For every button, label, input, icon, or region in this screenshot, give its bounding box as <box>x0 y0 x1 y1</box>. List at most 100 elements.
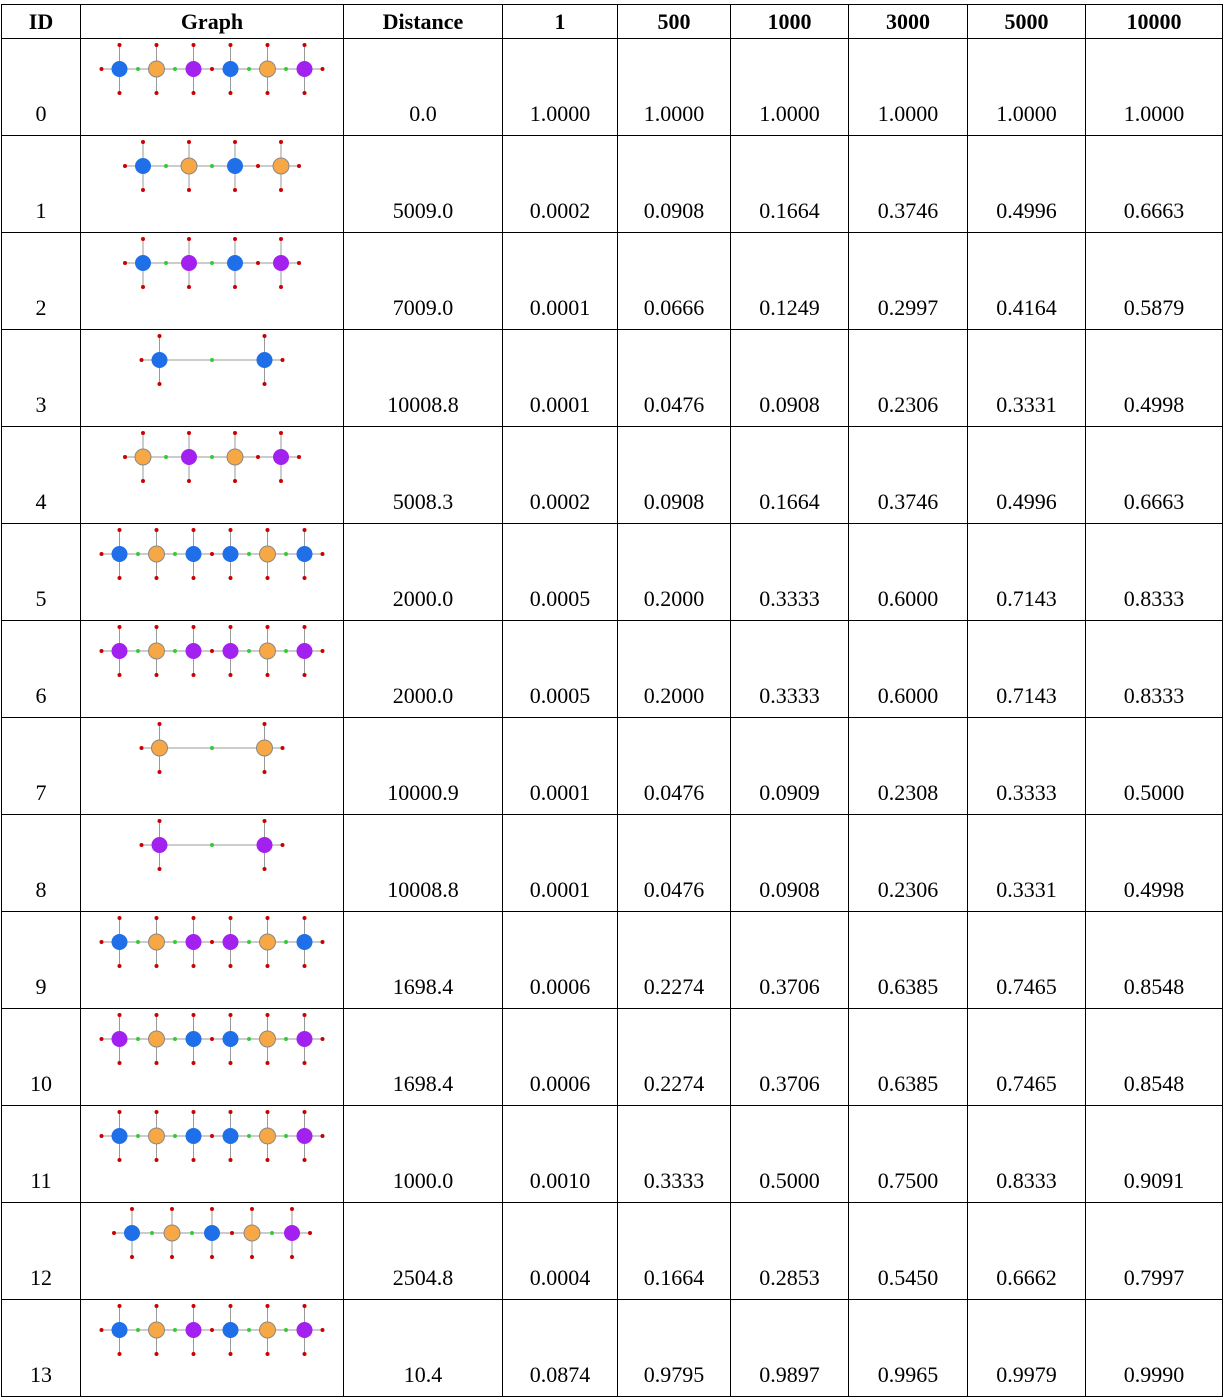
atom-dot <box>118 1013 122 1017</box>
cell: 1.0000 <box>503 39 618 136</box>
node <box>257 740 273 756</box>
atom-dot <box>263 382 267 386</box>
atom-dot <box>192 1013 196 1017</box>
atom-dot <box>192 43 196 47</box>
link-dot <box>284 552 288 556</box>
link-dot <box>247 649 251 653</box>
cell: 0.3746 <box>849 427 968 524</box>
cell: 0.0005 <box>503 524 618 621</box>
cell: 5008.3 <box>344 427 503 524</box>
cell: 10008.8 <box>344 815 503 912</box>
atom-dot <box>123 455 127 459</box>
node <box>223 934 239 950</box>
node <box>260 61 276 77</box>
cell: 0.7143 <box>968 621 1086 718</box>
atom-dot <box>118 1304 122 1308</box>
atom-dot <box>118 964 122 968</box>
header-cell: Distance <box>344 5 503 39</box>
header-cell: 5000 <box>968 5 1086 39</box>
atom-dot <box>155 528 159 532</box>
node <box>186 1128 202 1144</box>
atom-dot <box>229 576 233 580</box>
node <box>124 1225 140 1241</box>
node <box>181 255 197 271</box>
atom-dot <box>155 964 159 968</box>
cell: 0.3331 <box>968 330 1086 427</box>
cell: 0.7997 <box>1086 1203 1223 1300</box>
node <box>297 61 313 77</box>
link-dot <box>173 940 177 944</box>
atom-dot <box>187 479 191 483</box>
page: {"table": {"header": ["ID", "Graph", "Di… <box>0 0 1225 1287</box>
node <box>186 546 202 562</box>
cell: 1.0000 <box>849 39 968 136</box>
atom-dot <box>233 188 237 192</box>
cell: 0.8548 <box>1086 1009 1223 1106</box>
link-dot <box>136 1328 140 1332</box>
atom-dot <box>279 140 283 144</box>
cell: 12 <box>2 1203 81 1300</box>
cell: 0.2306 <box>849 330 968 427</box>
cell: 0.5000 <box>1086 718 1223 815</box>
node <box>164 1225 180 1241</box>
atom-dot <box>140 358 144 362</box>
node <box>135 158 151 174</box>
cell: 0.6385 <box>849 912 968 1009</box>
atom-dot <box>112 1231 116 1235</box>
atom-dot <box>155 1158 159 1162</box>
atom-dot <box>192 625 196 629</box>
atom-dot <box>187 285 191 289</box>
atom-dot <box>192 1061 196 1065</box>
header-cell: ID <box>2 5 81 39</box>
link-dot <box>136 67 140 71</box>
atom-dot <box>141 188 145 192</box>
cell: 0.3333 <box>618 1106 731 1203</box>
atom-dot <box>229 1158 233 1162</box>
cell: 0.9965 <box>849 1300 968 1397</box>
header-cell: 500 <box>618 5 731 39</box>
node <box>112 1322 128 1338</box>
link-dot <box>150 1231 154 1235</box>
cell: 13 <box>2 1300 81 1397</box>
graph <box>81 233 344 293</box>
atom-dot <box>303 1158 307 1162</box>
node <box>186 934 202 950</box>
cell: 0.5450 <box>849 1203 968 1300</box>
node <box>297 1031 313 1047</box>
atom-dot <box>229 528 233 532</box>
atom-dot <box>187 431 191 435</box>
atom-dot <box>250 1255 254 1259</box>
atom-dot <box>297 164 301 168</box>
cell: 0.6000 <box>849 621 968 718</box>
cell: 0.0908 <box>731 815 849 912</box>
atom-dot <box>266 1352 270 1356</box>
atom-dot <box>155 91 159 95</box>
node <box>273 449 289 465</box>
cell: 0.8333 <box>1086 621 1223 718</box>
cell: 0.1664 <box>618 1203 731 1300</box>
graph <box>81 330 344 390</box>
cell: 0.2000 <box>618 524 731 621</box>
node <box>149 1031 165 1047</box>
atom-dot <box>303 1304 307 1308</box>
atom-dot <box>187 237 191 241</box>
cell: 1 <box>2 136 81 233</box>
cell: 2504.8 <box>344 1203 503 1300</box>
graph-cell <box>81 136 344 233</box>
link-dot <box>210 746 214 750</box>
cell: 0.0005 <box>503 621 618 718</box>
cell: 0.3333 <box>731 621 849 718</box>
atom-dot <box>192 576 196 580</box>
atom-dot <box>303 1061 307 1065</box>
atom-dot <box>229 91 233 95</box>
cell: 1.0000 <box>731 39 849 136</box>
cell: 5009.0 <box>344 136 503 233</box>
cell: 0.5879 <box>1086 233 1223 330</box>
link-dot <box>210 843 214 847</box>
graph <box>81 718 344 778</box>
cell: 1000.0 <box>344 1106 503 1203</box>
link-dot <box>284 649 288 653</box>
